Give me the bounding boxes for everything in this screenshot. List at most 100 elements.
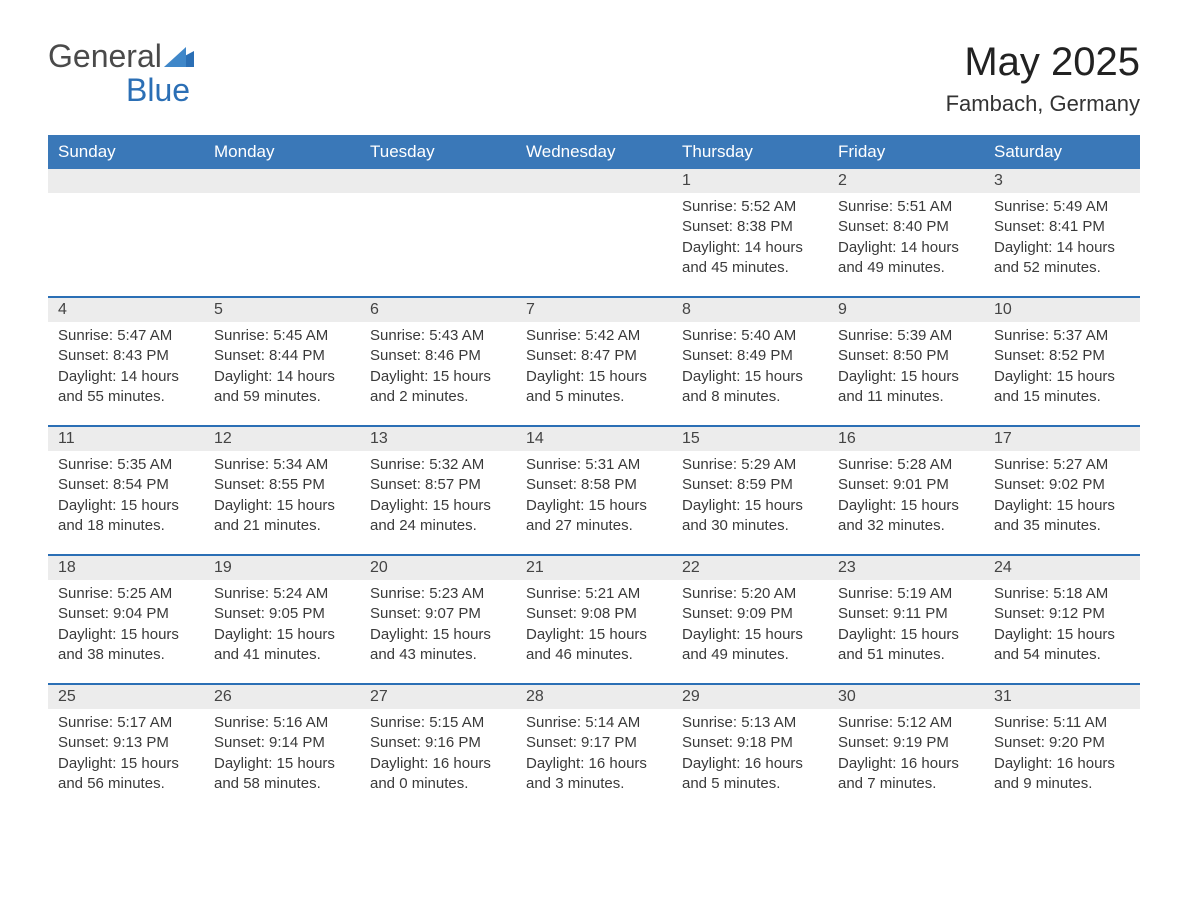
day-daylight2: and 56 minutes. [58,774,194,794]
page-title: May 2025 [946,40,1140,85]
day-daylight1: Daylight: 16 hours [682,754,818,774]
calendar-cell: 28Sunrise: 5:14 AMSunset: 9:17 PMDayligh… [516,684,672,812]
day-daylight1: Daylight: 15 hours [838,367,974,387]
day-daylight2: and 55 minutes. [58,387,194,407]
day-number: 17 [984,427,1140,451]
day-sunrise: Sunrise: 5:11 AM [994,713,1130,733]
day-daylight1: Daylight: 15 hours [214,496,350,516]
calendar-cell: 20Sunrise: 5:23 AMSunset: 9:07 PMDayligh… [360,555,516,684]
day-details: Sunrise: 5:25 AMSunset: 9:04 PMDaylight:… [48,580,204,665]
calendar-cell-empty [360,169,516,297]
day-daylight1: Daylight: 15 hours [58,625,194,645]
day-sunrise: Sunrise: 5:13 AM [682,713,818,733]
day-daylight2: and 9 minutes. [994,774,1130,794]
logo-word-blue: Blue [126,72,190,108]
day-sunrise: Sunrise: 5:25 AM [58,584,194,604]
day-sunset: Sunset: 8:38 PM [682,217,818,237]
day-daylight1: Daylight: 16 hours [994,754,1130,774]
day-daylight1: Daylight: 15 hours [58,754,194,774]
day-sunset: Sunset: 8:41 PM [994,217,1130,237]
day-daylight1: Daylight: 15 hours [58,496,194,516]
day-daylight1: Daylight: 15 hours [370,367,506,387]
weekday-header: Friday [828,135,984,169]
calendar-cell: 31 Sunrise: 5:11 AMSunset: 9:20 PMDayligh… [984,684,1140,812]
calendar-cell: 7Sunrise: 5:42 AMSunset: 8:47 PMDaylight… [516,297,672,426]
day-sunset: Sunset: 8:40 PM [838,217,974,237]
day-number: 2 [828,169,984,193]
day-number: 14 [516,427,672,451]
calendar-cell: 26Sunrise: 5:16 AMSunset: 9:14 PMDayligh… [204,684,360,812]
day-details: Sunrise: 5:40 AMSunset: 8:49 PMDaylight:… [672,322,828,407]
day-daylight2: and 27 minutes. [526,516,662,536]
day-number: 4 [48,298,204,322]
day-daylight1: Daylight: 15 hours [682,367,818,387]
day-sunrise: Sunrise: 5:27 AM [994,455,1130,475]
day-number: 30 [828,685,984,709]
day-sunset: Sunset: 9:19 PM [838,733,974,753]
day-sunrise: Sunrise: 5:40 AM [682,326,818,346]
day-details: Sunrise: 5:51 AMSunset: 8:40 PMDaylight:… [828,193,984,278]
calendar-cell: 13Sunrise: 5:32 AMSunset: 8:57 PMDayligh… [360,426,516,555]
calendar-week-row: 18Sunrise: 5:25 AMSunset: 9:04 PMDayligh… [48,555,1140,684]
logo-text: General Blue [48,40,194,107]
calendar-cell: 19Sunrise: 5:24 AMSunset: 9:05 PMDayligh… [204,555,360,684]
day-sunset: Sunset: 8:43 PM [58,346,194,366]
day-details: Sunrise: 5:43 AMSunset: 8:46 PMDaylight:… [360,322,516,407]
day-sunrise: Sunrise: 5:42 AM [526,326,662,346]
calendar-cell: 18Sunrise: 5:25 AMSunset: 9:04 PMDayligh… [48,555,204,684]
calendar-cell: 8Sunrise: 5:40 AMSunset: 8:49 PMDaylight… [672,297,828,426]
day-daylight2: and 0 minutes. [370,774,506,794]
day-details: Sunrise: 5:14 AMSunset: 9:17 PMDaylight:… [516,709,672,794]
day-sunrise: Sunrise: 5:17 AM [58,713,194,733]
day-daylight1: Daylight: 15 hours [994,367,1130,387]
weekday-header: Wednesday [516,135,672,169]
calendar-cell: 4Sunrise: 5:47 AMSunset: 8:43 PMDaylight… [48,297,204,426]
calendar-body: 1Sunrise: 5:52 AMSunset: 8:38 PMDaylight… [48,169,1140,812]
day-sunset: Sunset: 9:18 PM [682,733,818,753]
day-daylight2: and 52 minutes. [994,258,1130,278]
day-daylight1: Daylight: 15 hours [994,625,1130,645]
day-details: Sunrise: 5:47 AMSunset: 8:43 PMDaylight:… [48,322,204,407]
day-number: 15 [672,427,828,451]
weekday-header: Thursday [672,135,828,169]
day-number: 18 [48,556,204,580]
day-number: 7 [516,298,672,322]
day-number: 13 [360,427,516,451]
day-sunrise: Sunrise: 5:35 AM [58,455,194,475]
day-sunset: Sunset: 8:50 PM [838,346,974,366]
logo: General Blue [48,40,194,107]
day-details: Sunrise: 5:12 AMSunset: 9:19 PMDaylight:… [828,709,984,794]
day-sunset: Sunset: 9:14 PM [214,733,350,753]
day-daylight2: and 51 minutes. [838,645,974,665]
day-daylight1: Daylight: 15 hours [214,754,350,774]
day-daylight1: Daylight: 15 hours [526,625,662,645]
day-daylight2: and 2 minutes. [370,387,506,407]
day-number: 10 [984,298,1140,322]
day-sunset: Sunset: 8:55 PM [214,475,350,495]
day-daylight1: Daylight: 15 hours [526,367,662,387]
calendar-cell: 10Sunrise: 5:37 AMSunset: 8:52 PMDayligh… [984,297,1140,426]
day-sunrise: Sunrise: 5:14 AM [526,713,662,733]
day-daylight2: and 5 minutes. [526,387,662,407]
calendar-cell: 15Sunrise: 5:29 AMSunset: 8:59 PMDayligh… [672,426,828,555]
day-sunrise: Sunrise: 5:19 AM [838,584,974,604]
calendar-week-row: 4Sunrise: 5:47 AMSunset: 8:43 PMDaylight… [48,297,1140,426]
calendar-cell: 23Sunrise: 5:19 AMSunset: 9:11 PMDayligh… [828,555,984,684]
calendar-table: SundayMondayTuesdayWednesdayThursdayFrid… [48,135,1140,812]
day-number: 31 [984,685,1140,709]
day-details: Sunrise: 5:15 AMSunset: 9:16 PMDaylight:… [360,709,516,794]
calendar-cell-empty [48,169,204,297]
day-sunset: Sunset: 8:46 PM [370,346,506,366]
day-sunrise: Sunrise: 5:52 AM [682,197,818,217]
day-sunset: Sunset: 9:11 PM [838,604,974,624]
day-number: 22 [672,556,828,580]
weekday-header: Monday [204,135,360,169]
day-daylight2: and 49 minutes. [682,645,818,665]
day-sunrise: Sunrise: 5:23 AM [370,584,506,604]
day-number [48,169,204,193]
day-number: 25 [48,685,204,709]
day-sunrise: Sunrise: 5:34 AM [214,455,350,475]
day-sunset: Sunset: 9:20 PM [994,733,1130,753]
day-daylight2: and 32 minutes. [838,516,974,536]
day-daylight2: and 3 minutes. [526,774,662,794]
